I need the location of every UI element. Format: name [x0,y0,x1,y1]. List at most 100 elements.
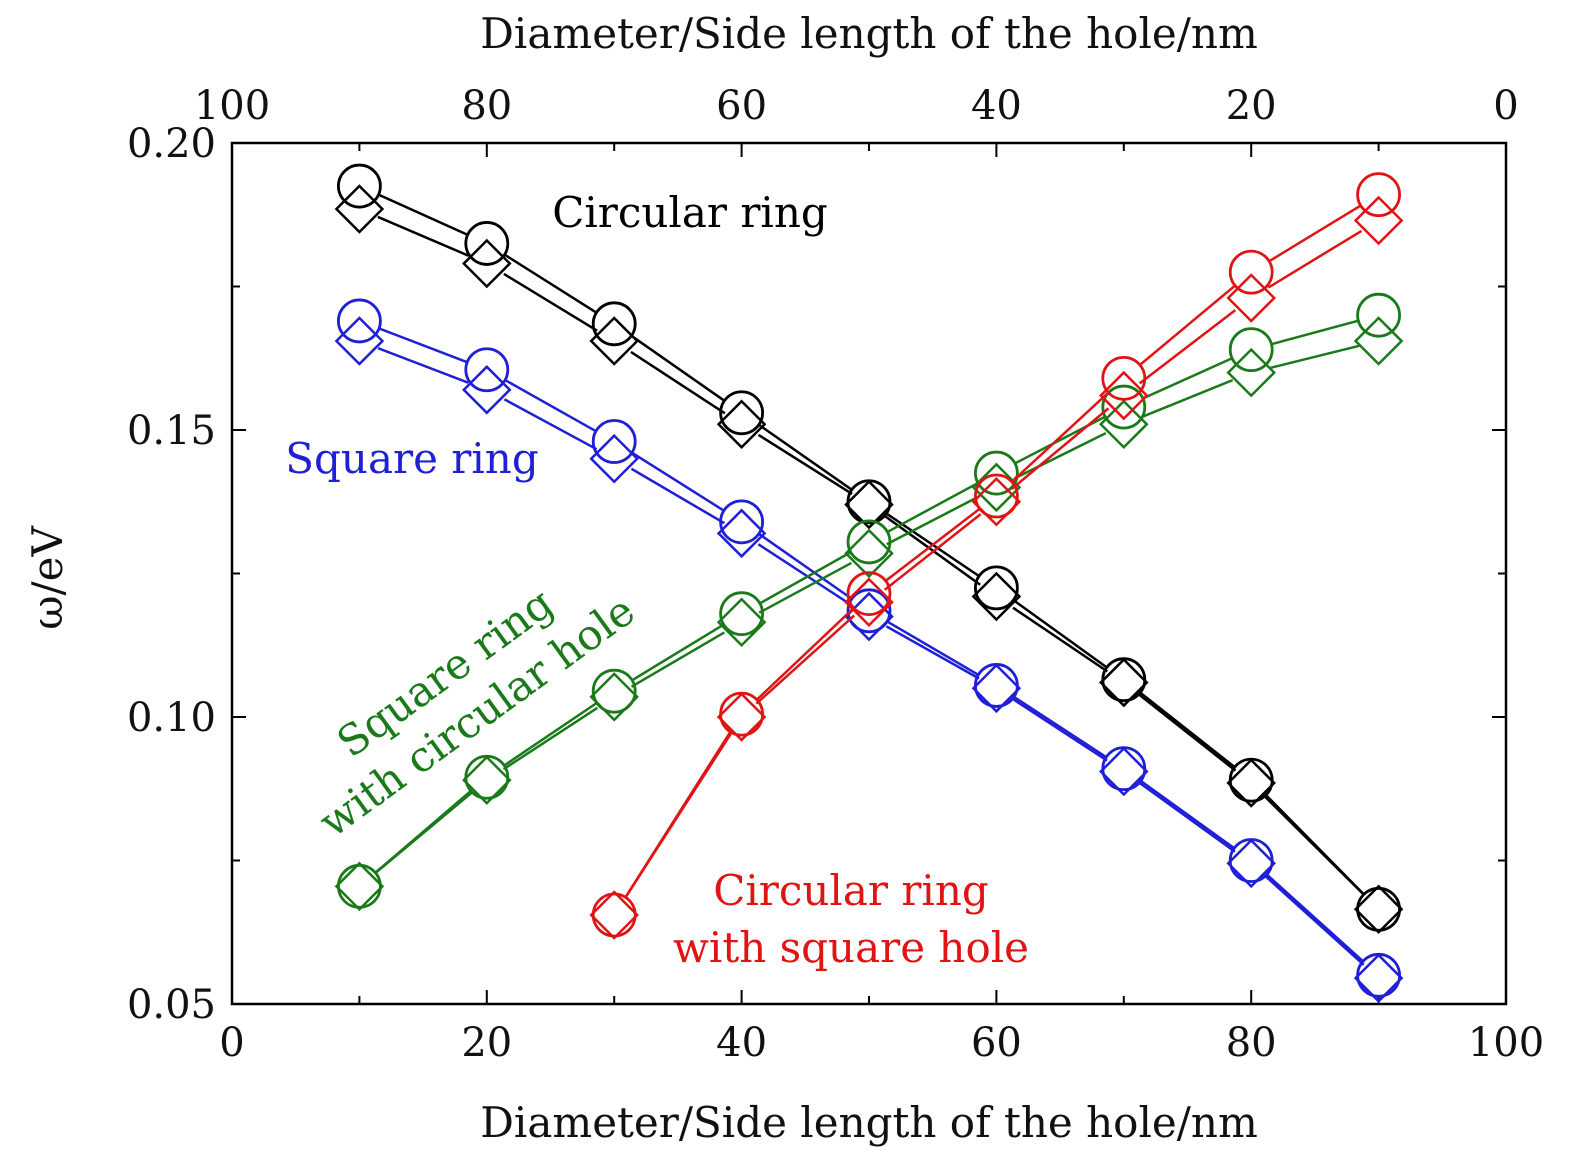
circle-series-line [885,481,980,534]
diamond-series-line [1012,698,1108,762]
diamond-marker [1353,884,1404,935]
diamond-marker [971,571,1022,622]
circle-marker [464,221,510,266]
diamond-series-line [1010,407,1110,490]
diamond-marker [1099,399,1149,450]
diamond-marker [1099,746,1149,797]
diamond-series-line [1270,344,1360,370]
diamond-marker [716,399,767,450]
diamond-series-line [885,625,980,680]
circle-marker [336,298,382,344]
circle-marker [1101,746,1147,792]
circle-series-line [757,532,854,601]
circle-series-line [1267,203,1363,263]
diamond-series-line [502,706,599,771]
diamond-marker [716,508,767,559]
circle-marker [1101,384,1147,430]
x-tick-label: 20 [461,1020,512,1066]
series-circular-ring-with-square-hole [589,172,1404,940]
x2-tick-label: 80 [461,83,512,129]
diamond-series-line [757,433,853,496]
circle-marker [1356,886,1401,932]
diamond-series-line [1141,378,1234,418]
y-axis-title: ω/eV [23,526,72,630]
circle-marker [1228,757,1274,803]
series-layer [334,163,1404,1003]
diamond-series-line [1265,875,1365,966]
diamond-series-line [377,347,469,384]
circle-series-line [1011,598,1109,670]
diamond-series-line [886,495,980,546]
circle-marker [336,863,382,909]
diamond-series-line [630,467,725,525]
x-tick-label: 0 [219,1020,244,1066]
diamond-marker [334,861,385,912]
diamond-marker [1353,195,1404,246]
x-axis-title: Diameter/Side length of the hole/nm [480,1098,1258,1147]
circle-series-line [1012,695,1108,759]
annotation-circular-ring: Circular ring [552,188,828,237]
diamond-series-line [623,733,732,899]
diamond-series-line [757,543,853,607]
circle-series-line [1141,356,1234,400]
diamond-marker [589,433,639,484]
diamond-series-line [1139,782,1236,853]
diamond-marker [1353,316,1404,366]
circle-marker [591,892,637,938]
circle-series-line [630,623,726,682]
circle-series-line [377,326,469,364]
x2-tick-label: 60 [716,83,767,129]
circle-marker [1356,172,1401,218]
diamond-series-line [373,791,473,875]
y-tick-label: 0.20 [127,121,216,167]
annotation-square-ring: Square ring [285,434,538,483]
diamond-series-line [503,398,598,451]
x2-axis-title: Diameter/Side length of the hole/nm [480,9,1258,58]
circle-marker [719,499,764,545]
diamond-series-line [630,631,725,688]
circle-marker [336,163,382,209]
circle-series-line [884,507,982,583]
circle-marker [846,479,892,525]
diamond-marker [844,479,894,530]
circle-series-line [629,334,726,403]
diamond-series-line [1267,229,1363,289]
circle-series-line [758,550,853,605]
circle-marker [591,419,637,464]
x2-tick-label: 20 [1226,83,1277,129]
diamond-series-line [1138,309,1237,385]
x-tick-label: 80 [1226,1020,1277,1066]
circle-marker [1356,292,1401,338]
x2-tick-label: 40 [971,83,1022,129]
y-tick-label: 0.15 [127,408,216,454]
diamond-series-line [1013,432,1107,480]
circle-series-line [1270,319,1360,346]
circle-marker [719,591,764,637]
circle-marker [1101,355,1147,401]
circle-marker [719,691,764,737]
annotation-circular-ring-square-hole-line1: Circular ring [713,866,989,915]
annotation-circular-ring-square-hole-line2: with square hole [673,923,1029,972]
diamond-marker [589,672,639,722]
diamond-series-line [1012,606,1108,673]
diamond-marker [971,476,1022,527]
diamond-marker [716,692,767,742]
diamond-series-line [1138,693,1237,772]
circle-marker [1101,657,1147,703]
diamond-marker [1353,953,1404,1003]
diamond-marker [844,528,894,579]
y-tick-label: 0.05 [127,982,216,1028]
diamond-marker [1099,370,1149,421]
circle-series-line [1139,779,1236,850]
circle-marker [591,668,637,714]
circle-series-line [1138,691,1237,769]
diamond-series-line [377,215,469,257]
diamond-marker [462,755,512,805]
circle-series-line [503,378,598,433]
diamond-marker [971,663,1022,714]
diamond-marker [1226,838,1276,889]
diamond-marker [1226,758,1276,808]
circle-marker [1228,838,1274,883]
diamond-series-line [758,561,853,614]
circle-marker [1228,327,1274,373]
